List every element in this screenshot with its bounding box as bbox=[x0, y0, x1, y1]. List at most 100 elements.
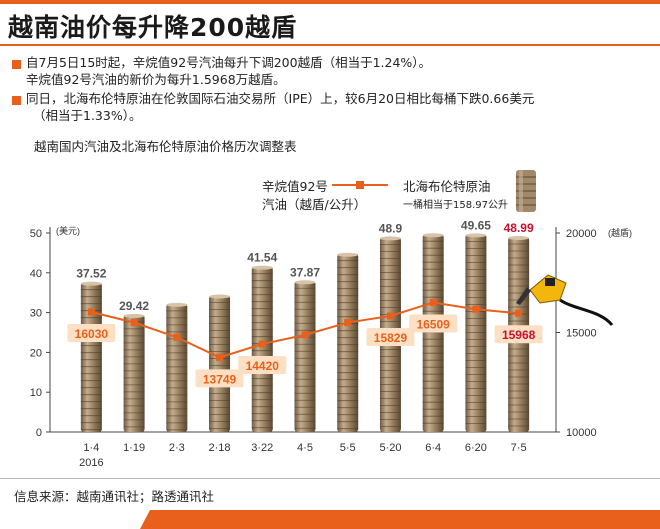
left-axis-unit: (美元) bbox=[56, 225, 80, 236]
right-axis-unit: (越盾) bbox=[608, 227, 632, 238]
x-axis-tick-label: 6·4 bbox=[425, 442, 441, 454]
brent-barrel-bar bbox=[337, 252, 359, 432]
gasoline-value-label: 15829 bbox=[374, 331, 408, 345]
brent-barrel-bar bbox=[123, 313, 145, 432]
barrel-top bbox=[379, 236, 401, 241]
gasoline-point bbox=[173, 333, 181, 341]
bullet-1-line-2: 辛烷值92号汽油的新价为每升1.5968万越盾。 bbox=[26, 72, 286, 87]
gasoline-point bbox=[216, 353, 224, 361]
x-axis-tick-label: 1·4 bbox=[83, 442, 99, 454]
gasoline-point bbox=[130, 319, 138, 327]
barrel-body bbox=[337, 253, 359, 432]
footer-divider bbox=[0, 478, 660, 479]
bullet-1-line-1: 自7月5日15时起，辛烷值92号汽油每升下调200越盾（相当于1.24%）。 bbox=[26, 55, 432, 70]
legend-barrel-icon bbox=[516, 170, 536, 212]
barrel-top bbox=[251, 265, 273, 270]
barrel-body bbox=[209, 295, 231, 432]
right-axis-tick-label: 10000 bbox=[566, 427, 597, 439]
gasoline-label-box bbox=[238, 356, 287, 375]
x-axis-tick-label: 2·18 bbox=[209, 442, 231, 454]
gasoline-point bbox=[386, 312, 394, 320]
gasoline-label-box bbox=[409, 314, 458, 333]
brent-value-label: 37.52 bbox=[76, 267, 106, 281]
chart-subtitle: 越南国内汽油及北海布伦特原油价格历次调整表 bbox=[34, 139, 297, 154]
brent-barrel-bar bbox=[166, 302, 188, 432]
brent-value-label: 48.9 bbox=[379, 221, 403, 235]
brent-gasoline-chart: 0 10 20 30 40 50 (美元) 10000 15000 20000 (越盾) 1·4 1·1… bbox=[30, 218, 632, 469]
fuel-nozzle-icon bbox=[516, 274, 614, 327]
footer-bar-bevel bbox=[140, 510, 150, 529]
x-axis-tick-label: 7·5 bbox=[511, 442, 527, 454]
legend-gasoline-swatch bbox=[332, 181, 388, 189]
legend-brent-line1: 北海布伦特原油 bbox=[403, 179, 491, 194]
bullet-marker bbox=[12, 96, 21, 105]
left-axis-tick-label: 30 bbox=[30, 308, 42, 320]
left-axis-tick-label: 20 bbox=[30, 347, 42, 359]
barrel-top bbox=[294, 280, 316, 285]
bullet-2-line-1: 同日，北海布伦特原油在伦敦国际石油交易所（IPE）上，较6月20日相比每桶下跌0… bbox=[26, 91, 535, 106]
brent-value-label: 37.87 bbox=[290, 265, 320, 279]
barrel-body bbox=[294, 281, 316, 432]
gasoline-label-box bbox=[195, 369, 244, 388]
gasoline-point bbox=[472, 305, 480, 313]
gasoline-label-box bbox=[67, 324, 116, 343]
barrel-top bbox=[209, 294, 231, 299]
right-axis-tick-label: 15000 bbox=[566, 328, 597, 340]
gasoline-point bbox=[429, 298, 437, 306]
barrel-top bbox=[80, 281, 102, 286]
top-accent-bar bbox=[0, 0, 660, 4]
barrel-body bbox=[80, 282, 102, 432]
bullet-2-line-2: （相当于1.33%）。 bbox=[33, 108, 142, 123]
brent-value-label: 29.42 bbox=[119, 299, 149, 313]
gasoline-point bbox=[344, 319, 352, 327]
gasoline-point bbox=[301, 331, 309, 339]
gasoline-value-label: 13749 bbox=[203, 372, 237, 386]
barrel-top bbox=[337, 252, 359, 257]
gasoline-label-box bbox=[494, 325, 543, 344]
source-note: 信息来源：越南通讯社；路透通讯社 bbox=[14, 489, 215, 504]
legend-gasoline-line1: 辛烷值92号 bbox=[262, 179, 328, 194]
barrel-body bbox=[422, 234, 444, 432]
title-divider bbox=[0, 44, 660, 46]
x-axis-tick-label: 4·5 bbox=[297, 442, 313, 454]
gasoline-label-box bbox=[366, 328, 415, 347]
bullet-marker bbox=[12, 60, 21, 69]
gasoline-point bbox=[258, 340, 266, 348]
left-axis-tick-label: 50 bbox=[30, 228, 42, 240]
gasoline-point bbox=[515, 309, 523, 317]
footer-accent-bar bbox=[150, 510, 660, 529]
barrel-body bbox=[123, 314, 145, 432]
page-title: 越南油价每升降200越盾 bbox=[8, 13, 298, 42]
gasoline-point bbox=[87, 308, 95, 316]
barrel-top bbox=[166, 302, 188, 307]
brent-barrel-bar bbox=[465, 233, 487, 432]
x-axis-tick-label: 2·3 bbox=[169, 442, 185, 454]
x-axis-tick-label: 1·19 bbox=[123, 442, 145, 454]
x-axis-tick-label: 3·22 bbox=[251, 442, 273, 454]
brent-value-label: 41.54 bbox=[247, 251, 277, 265]
barrel-body bbox=[166, 303, 188, 432]
barrel-top bbox=[465, 233, 487, 238]
legend-brent-line2: 一桶相当于158.97公升 bbox=[403, 200, 508, 211]
gasoline-value-label: 16030 bbox=[75, 327, 109, 341]
barrel-top bbox=[422, 233, 444, 238]
left-axis-tick-label: 10 bbox=[30, 387, 42, 399]
brent-barrel-bar bbox=[294, 280, 316, 432]
brent-barrel-bar bbox=[209, 294, 231, 432]
brent-value-label: 48.99 bbox=[504, 221, 534, 235]
brent-value-label: 49.65 bbox=[461, 218, 491, 232]
gasoline-value-label: 16509 bbox=[416, 317, 450, 331]
brent-barrel-bar bbox=[80, 281, 102, 432]
x-axis-tick-label: 5·20 bbox=[379, 442, 401, 454]
barrel-top bbox=[508, 236, 530, 241]
brent-barrel-bar bbox=[251, 265, 273, 432]
barrel-body bbox=[465, 234, 487, 432]
x-axis-tick-label: 5·5 bbox=[340, 442, 356, 454]
barrel-top bbox=[123, 313, 145, 318]
x-axis-tick-label: 6·20 bbox=[465, 442, 487, 454]
gasoline-value-label: 14420 bbox=[246, 359, 280, 373]
barrel-body bbox=[251, 266, 273, 432]
gasoline-value-label: 15968 bbox=[502, 328, 536, 342]
left-axis-tick-label: 40 bbox=[30, 268, 42, 280]
right-axis-tick-label: 20000 bbox=[566, 228, 597, 240]
